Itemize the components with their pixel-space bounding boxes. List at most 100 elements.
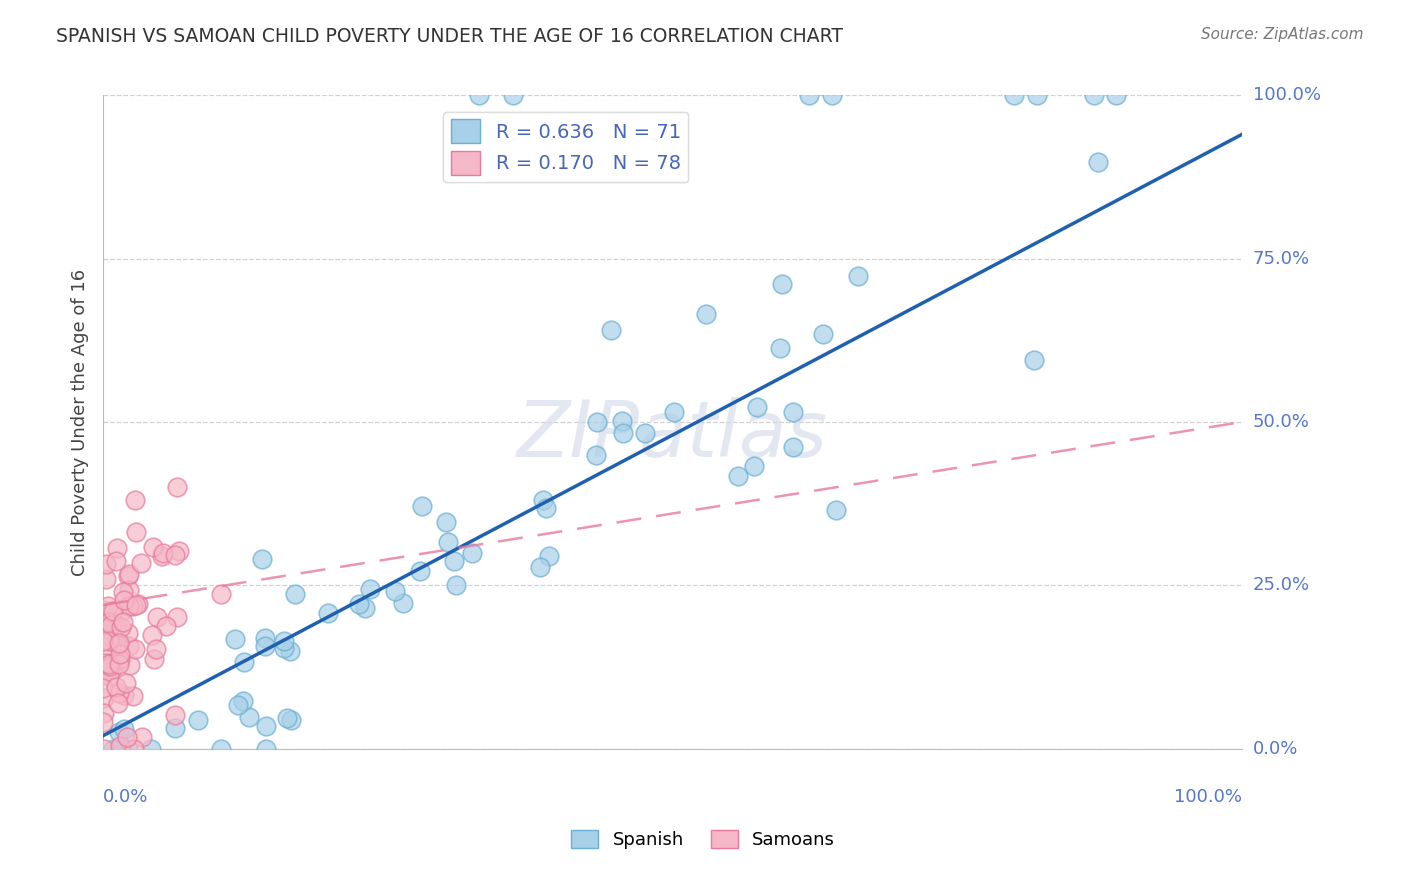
- Point: [129, 556, 152, 570]
- Point: [114, 676, 136, 690]
- Point: [97, 669, 120, 683]
- Point: [163, 548, 186, 562]
- Point: [93, 645, 115, 659]
- Y-axis label: Child Poverty Under the Age of 16: Child Poverty Under the Age of 16: [72, 268, 89, 575]
- Point: [104, 618, 127, 632]
- Point: [599, 323, 621, 337]
- Point: [112, 592, 135, 607]
- Point: [117, 741, 139, 756]
- Point: [585, 448, 607, 462]
- Point: [117, 730, 139, 744]
- Point: [384, 583, 406, 598]
- Point: [152, 546, 174, 560]
- Point: [531, 492, 554, 507]
- Point: [118, 639, 141, 653]
- Point: [108, 739, 131, 753]
- Point: [105, 541, 128, 555]
- Point: [97, 599, 120, 613]
- Point: [209, 741, 232, 756]
- Point: [124, 493, 146, 508]
- Point: [252, 551, 274, 566]
- Point: [150, 549, 173, 563]
- Point: [537, 549, 560, 563]
- Point: [125, 524, 148, 539]
- Point: [127, 597, 149, 611]
- Point: [93, 741, 115, 756]
- Point: [782, 405, 804, 419]
- Point: [1025, 88, 1047, 103]
- Point: [105, 554, 128, 568]
- Point: [112, 722, 135, 736]
- Point: [91, 603, 114, 617]
- Point: [93, 706, 115, 720]
- Point: [118, 582, 141, 597]
- Point: [155, 619, 177, 633]
- Point: [98, 659, 121, 673]
- Point: [91, 634, 114, 648]
- Point: [108, 725, 131, 739]
- Point: [273, 633, 295, 648]
- Point: [98, 615, 121, 629]
- Point: [96, 665, 118, 680]
- Point: [108, 636, 131, 650]
- Point: [110, 741, 132, 756]
- Point: [813, 327, 835, 342]
- Point: [121, 599, 143, 613]
- Point: [256, 741, 278, 756]
- Point: [93, 690, 115, 705]
- Point: [107, 639, 129, 653]
- Point: [232, 693, 254, 707]
- Point: [585, 416, 607, 430]
- Point: [634, 425, 657, 440]
- Point: [253, 640, 276, 654]
- Point: [167, 544, 190, 558]
- Point: [98, 634, 121, 648]
- Point: [254, 719, 277, 733]
- Text: Source: ZipAtlas.com: Source: ZipAtlas.com: [1201, 27, 1364, 42]
- Point: [359, 582, 381, 596]
- Point: [347, 598, 370, 612]
- Point: [100, 604, 122, 618]
- Point: [434, 515, 457, 529]
- Point: [120, 658, 142, 673]
- Point: [93, 714, 115, 729]
- Point: [742, 458, 765, 473]
- Point: [117, 626, 139, 640]
- Point: [100, 656, 122, 670]
- Point: [797, 88, 820, 103]
- Point: [446, 578, 468, 592]
- Point: [93, 622, 115, 636]
- Legend: Spanish, Samoans: Spanish, Samoans: [564, 822, 842, 856]
- Point: [117, 569, 139, 583]
- Point: [443, 554, 465, 568]
- Point: [100, 618, 122, 632]
- Point: [529, 560, 551, 574]
- Point: [111, 615, 134, 629]
- Point: [110, 605, 132, 619]
- Point: [94, 656, 117, 670]
- Point: [101, 604, 124, 618]
- Point: [108, 647, 131, 661]
- Point: [98, 628, 121, 642]
- Point: [1083, 88, 1105, 103]
- Point: [131, 731, 153, 745]
- Point: [782, 440, 804, 454]
- Point: [165, 722, 187, 736]
- Point: [187, 713, 209, 727]
- Point: [105, 680, 128, 694]
- Point: [209, 587, 232, 601]
- Point: [122, 741, 145, 756]
- Point: [103, 741, 125, 756]
- Point: [101, 622, 124, 636]
- Point: [110, 620, 132, 634]
- Point: [143, 651, 166, 665]
- Point: [124, 642, 146, 657]
- Point: [278, 643, 301, 657]
- Point: [824, 503, 846, 517]
- Point: [1087, 154, 1109, 169]
- Legend: R = 0.636   N = 71, R = 0.170   N = 78: R = 0.636 N = 71, R = 0.170 N = 78: [443, 112, 689, 182]
- Point: [695, 307, 717, 321]
- Point: [94, 572, 117, 586]
- Point: [107, 686, 129, 700]
- Point: [727, 468, 749, 483]
